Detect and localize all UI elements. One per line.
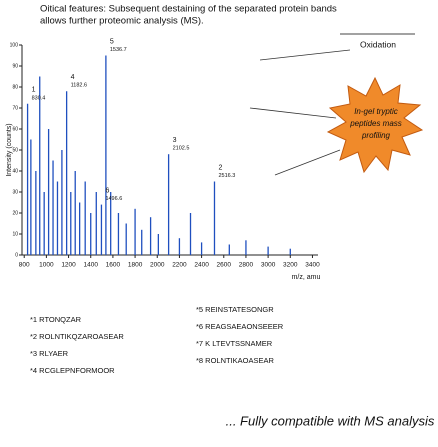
x-tick-label: 3000 <box>261 262 276 269</box>
x-tick-label: 2000 <box>150 262 165 269</box>
y-tick-label: 40 <box>12 168 18 174</box>
title-line: allows further proteomic analysis (MS). <box>40 16 204 27</box>
y-tick-label: 30 <box>12 189 18 195</box>
title-line: Oitical features: Subsequent destaining … <box>40 4 337 15</box>
peak-mz: 830.4 <box>32 95 46 101</box>
x-tick-label: 1000 <box>39 262 54 269</box>
x-tick-label: 1600 <box>106 262 121 269</box>
inset-line: In-gel tryptic <box>354 107 398 116</box>
x-tick-label: 2200 <box>172 262 187 269</box>
inset-line: peptides mass <box>349 119 402 128</box>
connector <box>250 108 336 118</box>
legend-item: *8 ROLNTIKAOASEAR <box>196 356 275 365</box>
peak-mz: 1182.6 <box>71 83 87 89</box>
y-tick-label: 60 <box>12 126 18 132</box>
footer: ... Fully compatible with MS analysis <box>226 413 435 428</box>
peak-number: 3 <box>173 137 177 144</box>
legend-item: *2 ROLNTIKQZAROASEAR <box>30 332 124 341</box>
x-tick-label: 1200 <box>61 262 76 269</box>
inset-line: profiling <box>361 131 391 140</box>
legend-item: *5 REINSTATESONGR <box>196 305 274 314</box>
y-tick-label: 20 <box>12 210 18 216</box>
connector <box>275 150 340 175</box>
connector <box>260 50 350 60</box>
x-tick-label: 1400 <box>83 262 98 269</box>
peak-mz: 2102.5 <box>173 146 190 152</box>
figure: Oitical features: Subsequent destaining … <box>0 0 438 447</box>
peak-number: 1 <box>32 87 36 94</box>
x-tick-label: 1800 <box>128 262 143 269</box>
y-tick-label: 10 <box>12 231 18 237</box>
x-tick-label: 2400 <box>194 262 209 269</box>
legend-item: *4 RCGLEPNFORMOOR <box>30 366 115 375</box>
legend-item: *6 REAGSAEAONSEEER <box>196 322 284 331</box>
y-tick-label: 80 <box>12 84 18 90</box>
x-tick-label: 3400 <box>305 262 320 269</box>
y-tick-label: 50 <box>12 147 18 153</box>
y-tick-label: 90 <box>12 63 18 69</box>
y-tick-label: 100 <box>10 42 19 48</box>
x-tick-label: 2600 <box>217 262 232 269</box>
legend-item: *1 RTONQZAR <box>30 315 82 324</box>
x-tick-label: 2800 <box>239 262 254 269</box>
y-tick-label: 0 <box>15 252 18 258</box>
x-axis-label: m/z, amu <box>292 274 321 281</box>
peak-mz: 1536.7 <box>110 47 127 53</box>
peak-number: 2 <box>218 164 222 171</box>
peak-number: 5 <box>110 38 114 45</box>
legend-item: *3 RLYAER <box>30 349 69 358</box>
peak-number: 6 <box>105 187 109 194</box>
y-tick-label: 70 <box>12 105 18 111</box>
x-tick-label: 3200 <box>283 262 298 269</box>
peak-mz: 1496.6 <box>105 196 122 202</box>
peak-mz: 2516.3 <box>218 173 235 179</box>
oxidation-label: Oxidation <box>360 39 396 49</box>
x-tick-label: 800 <box>19 262 30 269</box>
legend-item: *7 K LTEVTSSNAMER <box>196 339 273 348</box>
peak-number: 4 <box>71 74 75 81</box>
